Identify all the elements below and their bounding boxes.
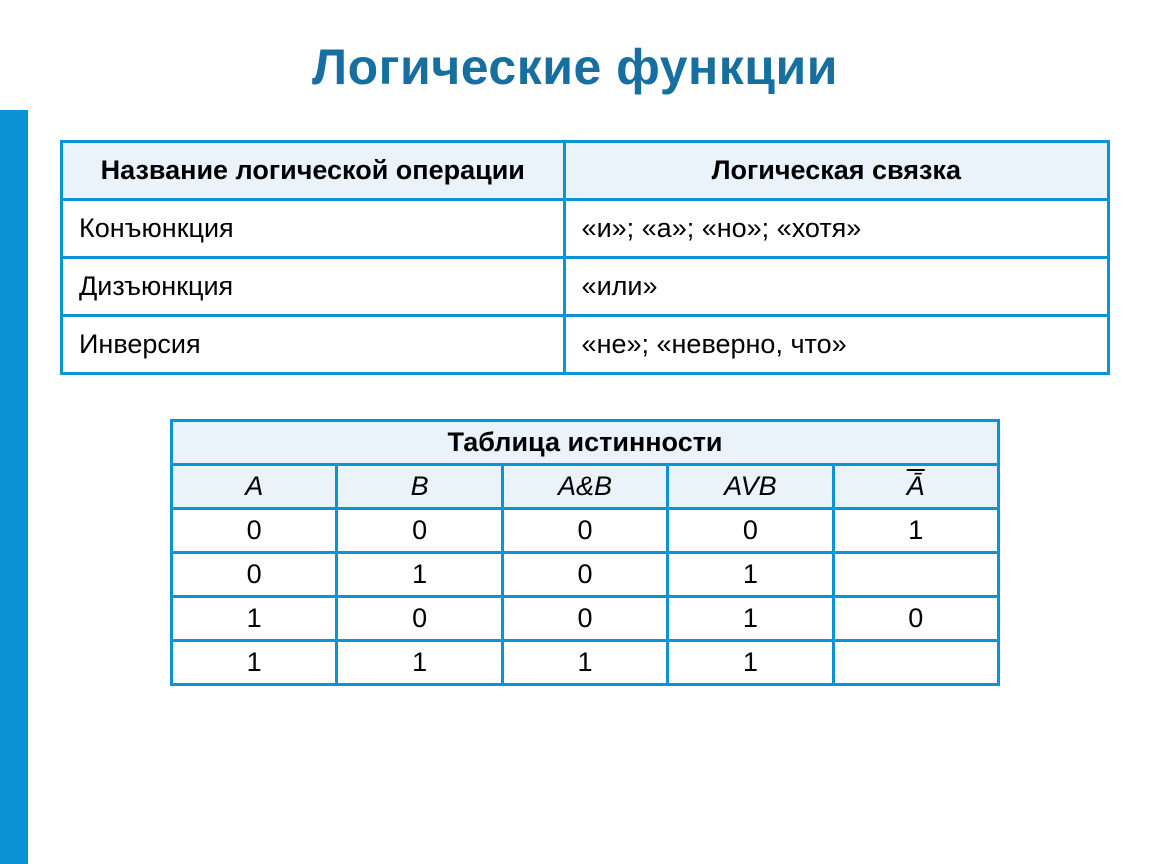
- cell: [833, 553, 998, 597]
- cell: 1: [668, 597, 833, 641]
- cell-connector: «не»; «неверно, что»: [564, 316, 1108, 374]
- operations-table: Название логической операции Логическая …: [60, 140, 1110, 375]
- cell: 0: [502, 509, 667, 553]
- cell: 0: [337, 509, 502, 553]
- page-title: Логические функции: [0, 0, 1150, 124]
- table-row: Конъюнкция «и»; «а»; «но»; «хотя»: [62, 200, 1109, 258]
- cell: 1: [668, 553, 833, 597]
- cell-op: Дизъюнкция: [62, 258, 565, 316]
- cell: 0: [833, 597, 998, 641]
- truth-table: Таблица истинности A B A&B AVB Ā 0 0 0 0…: [170, 419, 1000, 686]
- truth-title: Таблица истинности: [172, 421, 999, 465]
- cell-op: Конъюнкция: [62, 200, 565, 258]
- cell-op: Инверсия: [62, 316, 565, 374]
- col-connector: Логическая связка: [564, 142, 1108, 200]
- col-or: AVB: [668, 465, 833, 509]
- truth-title-row: Таблица истинности: [172, 421, 999, 465]
- cell: 0: [172, 553, 337, 597]
- table-row: Инверсия «не»; «неверно, что»: [62, 316, 1109, 374]
- truth-row: 1 1 1 1: [172, 641, 999, 685]
- col-b: B: [337, 465, 502, 509]
- col-and: A&B: [502, 465, 667, 509]
- table-header-row: Название логической операции Логическая …: [62, 142, 1109, 200]
- cell: 0: [502, 553, 667, 597]
- cell: 1: [172, 597, 337, 641]
- truth-row: 0 1 0 1: [172, 553, 999, 597]
- cell-connector: «и»; «а»; «но»; «хотя»: [564, 200, 1108, 258]
- col-op-name: Название логической операции: [62, 142, 565, 200]
- col-not: Ā: [833, 465, 998, 509]
- cell: [833, 641, 998, 685]
- content-area: Название логической операции Логическая …: [60, 140, 1110, 686]
- cell: 0: [172, 509, 337, 553]
- cell: 1: [833, 509, 998, 553]
- sidebar-accent: [0, 110, 28, 864]
- col-a: A: [172, 465, 337, 509]
- cell: 1: [337, 641, 502, 685]
- cell: 1: [172, 641, 337, 685]
- truth-row: 1 0 0 1 0: [172, 597, 999, 641]
- cell-connector: «или»: [564, 258, 1108, 316]
- table-row: Дизъюнкция «или»: [62, 258, 1109, 316]
- cell: 1: [502, 641, 667, 685]
- cell: 1: [337, 553, 502, 597]
- cell: 0: [668, 509, 833, 553]
- truth-row: 0 0 0 0 1: [172, 509, 999, 553]
- cell: 0: [337, 597, 502, 641]
- cell: 0: [502, 597, 667, 641]
- cell: 1: [668, 641, 833, 685]
- truth-header-row: A B A&B AVB Ā: [172, 465, 999, 509]
